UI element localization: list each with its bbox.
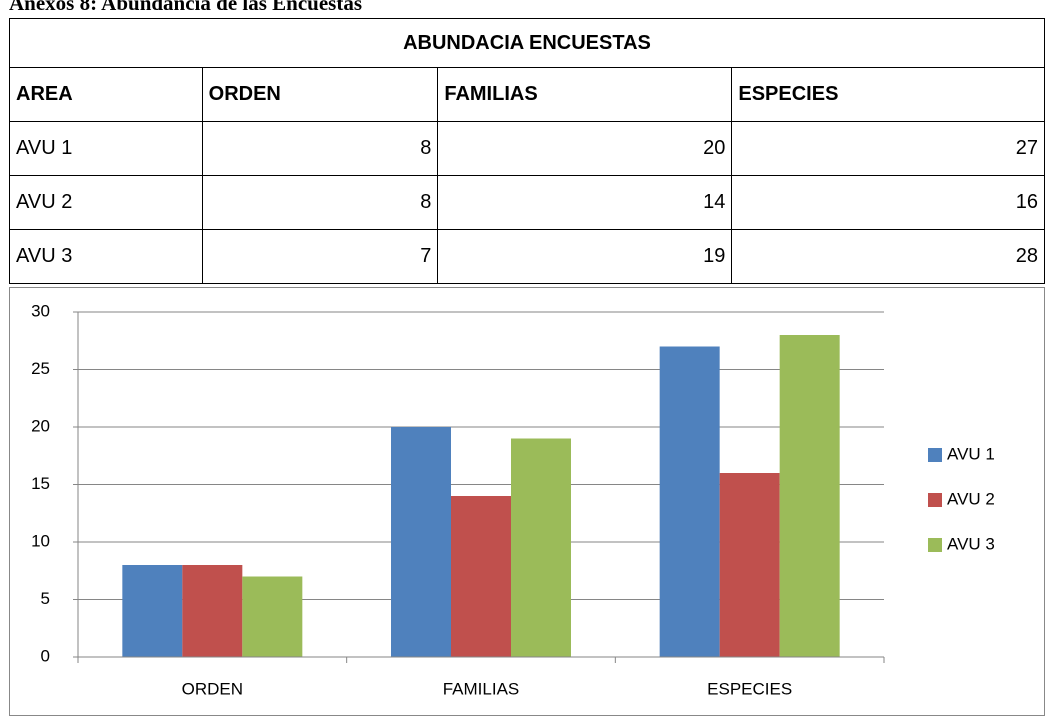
x-tick-label: ESPECIES	[707, 679, 792, 698]
y-tick-label: 20	[31, 416, 50, 435]
y-tick-label: 25	[31, 359, 50, 378]
y-tick-label: 5	[41, 589, 50, 608]
x-tick-label: FAMILIAS	[443, 679, 520, 698]
table-row: AVU 2 8 14 16	[9, 175, 1045, 230]
legend-swatch	[928, 448, 942, 462]
column-header: ESPECIES	[731, 67, 1045, 122]
table-cell: AVU 3	[9, 229, 203, 284]
chart-frame	[9, 287, 1045, 716]
header-row: AREA ORDEN FAMILIAS ESPECIES	[9, 67, 1045, 122]
bar	[242, 576, 303, 657]
table-cell: 14	[437, 175, 733, 230]
bar	[511, 438, 571, 657]
y-tick-label: 0	[41, 646, 50, 665]
legend-label: AVU 3	[947, 534, 995, 553]
bar	[122, 565, 183, 657]
title-row: ABUNDACIA ENCUESTAS	[9, 18, 1045, 68]
bar	[391, 427, 451, 657]
y-tick-label: 10	[31, 531, 50, 550]
caption: Anexos 8: Abundancia de las Encuestas	[9, 0, 362, 15]
legend-swatch	[928, 493, 942, 507]
bar	[779, 335, 840, 657]
table-cell: 19	[437, 229, 733, 284]
legend-label: AVU 2	[947, 489, 995, 508]
table-body: ABUNDACIA ENCUESTAS AREA ORDEN FAMILIAS ESP…	[9, 18, 1045, 284]
y-tick-label: 30	[31, 301, 50, 320]
table-cell: 27	[731, 121, 1045, 176]
x-tick-label: ORDEN	[182, 679, 243, 698]
table-cell: 8	[201, 121, 439, 176]
table-title: ABUNDACIA ENCUESTAS	[9, 18, 1045, 68]
table-cell: 20	[437, 121, 733, 176]
table-row: AVU 3 7 19 28	[9, 229, 1045, 284]
y-tick-label: 15	[31, 474, 50, 493]
legend-label: AVU 1	[947, 444, 995, 463]
column-header: FAMILIAS	[437, 67, 733, 122]
legend-swatch	[928, 538, 942, 552]
bar	[719, 473, 780, 657]
column-header: AREA	[9, 67, 203, 122]
bar	[451, 496, 511, 657]
bar	[182, 565, 243, 657]
column-header: ORDEN	[201, 67, 439, 122]
table-cell: 28	[731, 229, 1045, 284]
table-cell: 16	[731, 175, 1045, 230]
table-cell: AVU 2	[9, 175, 203, 230]
data-table: ABUNDACIA ENCUESTAS AREA ORDEN FAMILIAS ESP…	[9, 18, 1045, 284]
bar	[659, 346, 720, 657]
table-row: AVU 1 8 20 27	[9, 121, 1045, 176]
